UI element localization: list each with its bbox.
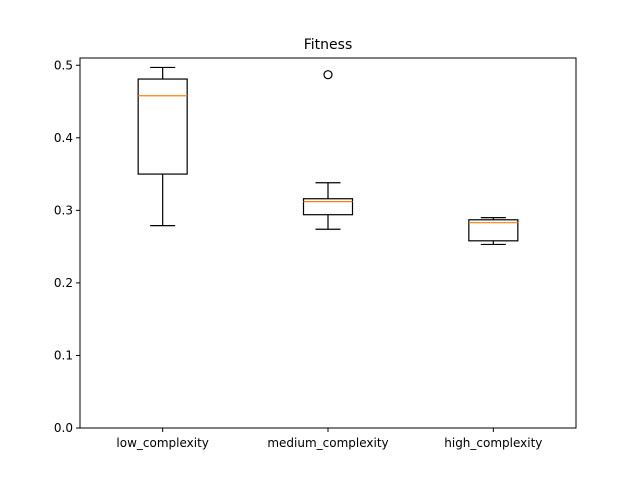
plot-area: 0.0 0.1 0.2 0.3 0.4 0.5 low_complexity medium_c… — [54, 57, 577, 450]
box-iqr — [468, 219, 519, 242]
outlier-point — [323, 70, 333, 80]
y-tick-label: 0.1 — [54, 348, 73, 362]
box-iqr — [137, 78, 188, 175]
box-iqr — [302, 198, 354, 216]
y-tick-label: 0.2 — [54, 276, 73, 290]
x-tick-label: low_complexity — [116, 436, 208, 450]
y-tick-label: 0.4 — [54, 131, 73, 145]
x-tick-label: high_complexity — [444, 436, 542, 450]
x-tick-label: medium_complexity — [267, 436, 388, 450]
y-tick-label: 0.0 — [54, 421, 73, 435]
y-tick-label: 0.5 — [54, 58, 73, 72]
chart-title: Fitness — [304, 37, 353, 53]
y-tick-label: 0.3 — [54, 203, 73, 217]
